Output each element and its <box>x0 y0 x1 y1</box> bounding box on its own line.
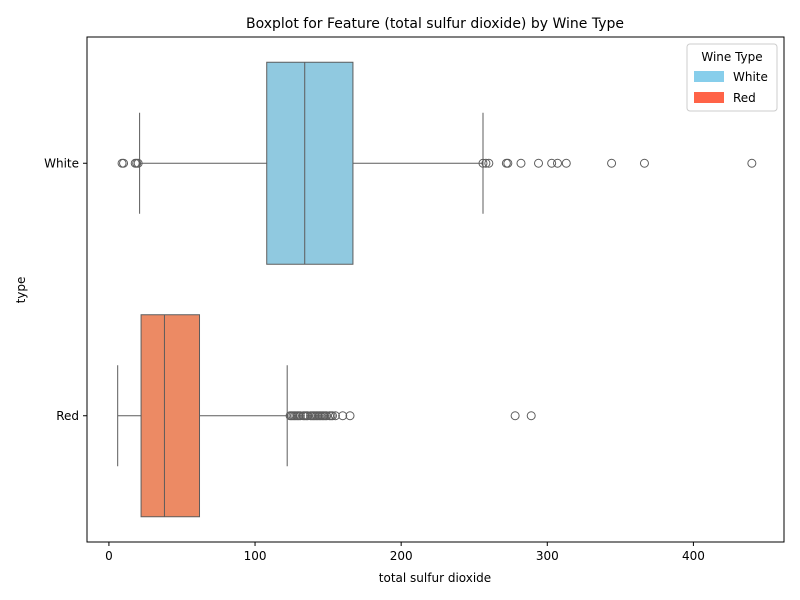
outlier-point-white <box>747 158 757 168</box>
outlier-point-white <box>481 158 491 168</box>
legend: Wine Type White Red <box>686 43 778 112</box>
legend-label-white: White <box>733 70 768 84</box>
y-axis-ticks: White Red <box>44 156 87 423</box>
box-group-white <box>117 61 757 265</box>
boxes-layer <box>117 61 757 518</box>
x-tick-label: 100 <box>244 549 267 563</box>
outlier-point-red <box>303 411 313 421</box>
outlier-point-red <box>526 411 536 421</box>
outlier-point-red <box>327 411 337 421</box>
x-axis-label: total sulfur dioxide <box>379 571 491 585</box>
x-tick-label: 200 <box>390 549 413 563</box>
x-tick-label: 300 <box>536 549 559 563</box>
outlier-point-white <box>607 158 617 168</box>
y-tick-label: Red <box>56 409 79 423</box>
outlier-point-white <box>484 158 494 168</box>
outlier-point-red <box>295 411 305 421</box>
x-axis-ticks: 0 100 200 300 400 <box>105 542 705 563</box>
legend-swatch-white <box>694 71 724 82</box>
outlier-point-red <box>322 411 332 421</box>
outlier-point-white <box>547 158 557 168</box>
x-tick-label: 400 <box>682 549 705 563</box>
outlier-point-red <box>345 411 355 421</box>
y-tick-label: White <box>44 156 79 170</box>
outlier-point-white <box>553 158 563 168</box>
outlier-point-white <box>561 158 571 168</box>
outlier-point-white <box>534 158 544 168</box>
outlier-point-white <box>478 158 488 168</box>
box-group-red <box>117 314 536 518</box>
box-white <box>266 61 354 265</box>
x-tick-label: 0 <box>105 549 113 563</box>
outlier-point-red <box>510 411 520 421</box>
chart-title: Boxplot for Feature (total sulfur dioxid… <box>246 16 624 32</box>
box-red <box>140 314 201 518</box>
outlier-point-white <box>639 158 649 168</box>
legend-swatch-red <box>694 92 724 103</box>
outlier-point-red <box>330 411 340 421</box>
plot-frame <box>86 36 785 543</box>
outlier-point-white <box>516 158 526 168</box>
outlier-point-white <box>133 158 143 168</box>
outlier-point-white <box>119 158 129 168</box>
outlier-point-white <box>503 158 513 168</box>
y-axis-label: type <box>14 277 28 304</box>
legend-title: Wine Type <box>701 50 762 64</box>
legend-label-red: Red <box>733 91 756 105</box>
outlier-point-red <box>338 411 348 421</box>
